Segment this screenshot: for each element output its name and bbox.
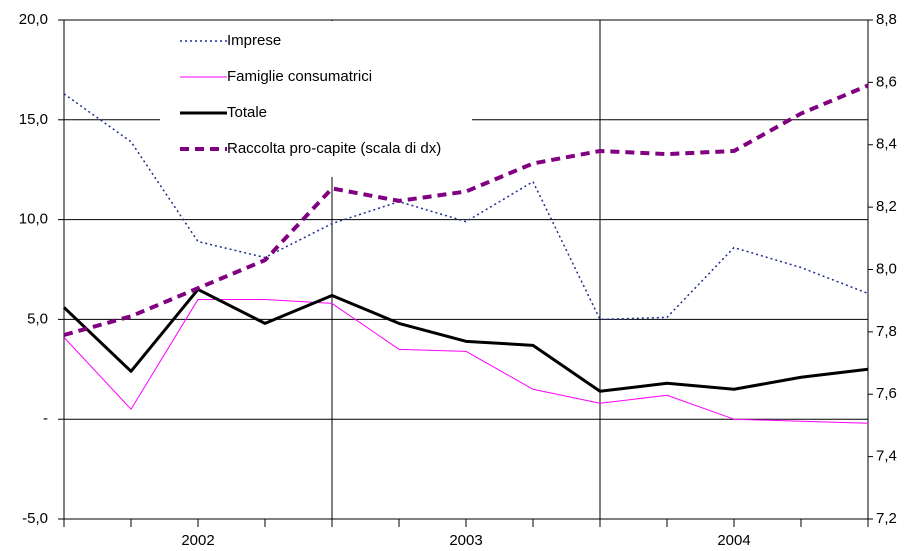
legend-item: Raccolta pro-capite (scala di dx)	[227, 140, 442, 157]
legend-label: Famiglie consumatrici	[227, 68, 373, 85]
y2-tick-label: 7,6	[876, 385, 897, 402]
y2-tick-label: 8,0	[876, 260, 897, 277]
y2-tick-label: 8,8	[876, 11, 897, 28]
y2-tick-label: 7,4	[876, 448, 897, 465]
legend-label: Raccolta pro-capite (scala di dx)	[227, 140, 442, 157]
y-tick-label: -5,0	[22, 510, 48, 527]
y-tick-label: 10,0	[19, 211, 48, 228]
legend-item: Imprese	[227, 32, 282, 49]
y-tick-label: 5,0	[27, 310, 48, 327]
y-tick-label: 20,0	[19, 11, 48, 28]
series-line	[63, 83, 869, 337]
series-line	[62, 287, 869, 393]
legend-item: Famiglie consumatrici	[227, 68, 373, 85]
x-tick-label: 2003	[449, 532, 482, 549]
y-tick-label: 15,0	[19, 111, 48, 128]
y2-tick-label: 8,6	[876, 73, 897, 90]
x-tick-label: 2004	[717, 532, 750, 549]
y2-tick-label: 8,2	[876, 198, 897, 215]
series-line	[63, 298, 869, 424]
x-tick-label: 2002	[181, 532, 214, 549]
y2-tick-label: 7,2	[876, 510, 897, 527]
legend-label: Totale	[227, 104, 268, 121]
y2-tick-label: 8,4	[876, 136, 897, 153]
y2-tick-label: 7,8	[876, 323, 897, 340]
legend-item: Totale	[227, 104, 268, 121]
series-line	[63, 93, 869, 321]
legend-label: Imprese	[227, 32, 282, 49]
y-tick-label: -	[43, 410, 48, 427]
